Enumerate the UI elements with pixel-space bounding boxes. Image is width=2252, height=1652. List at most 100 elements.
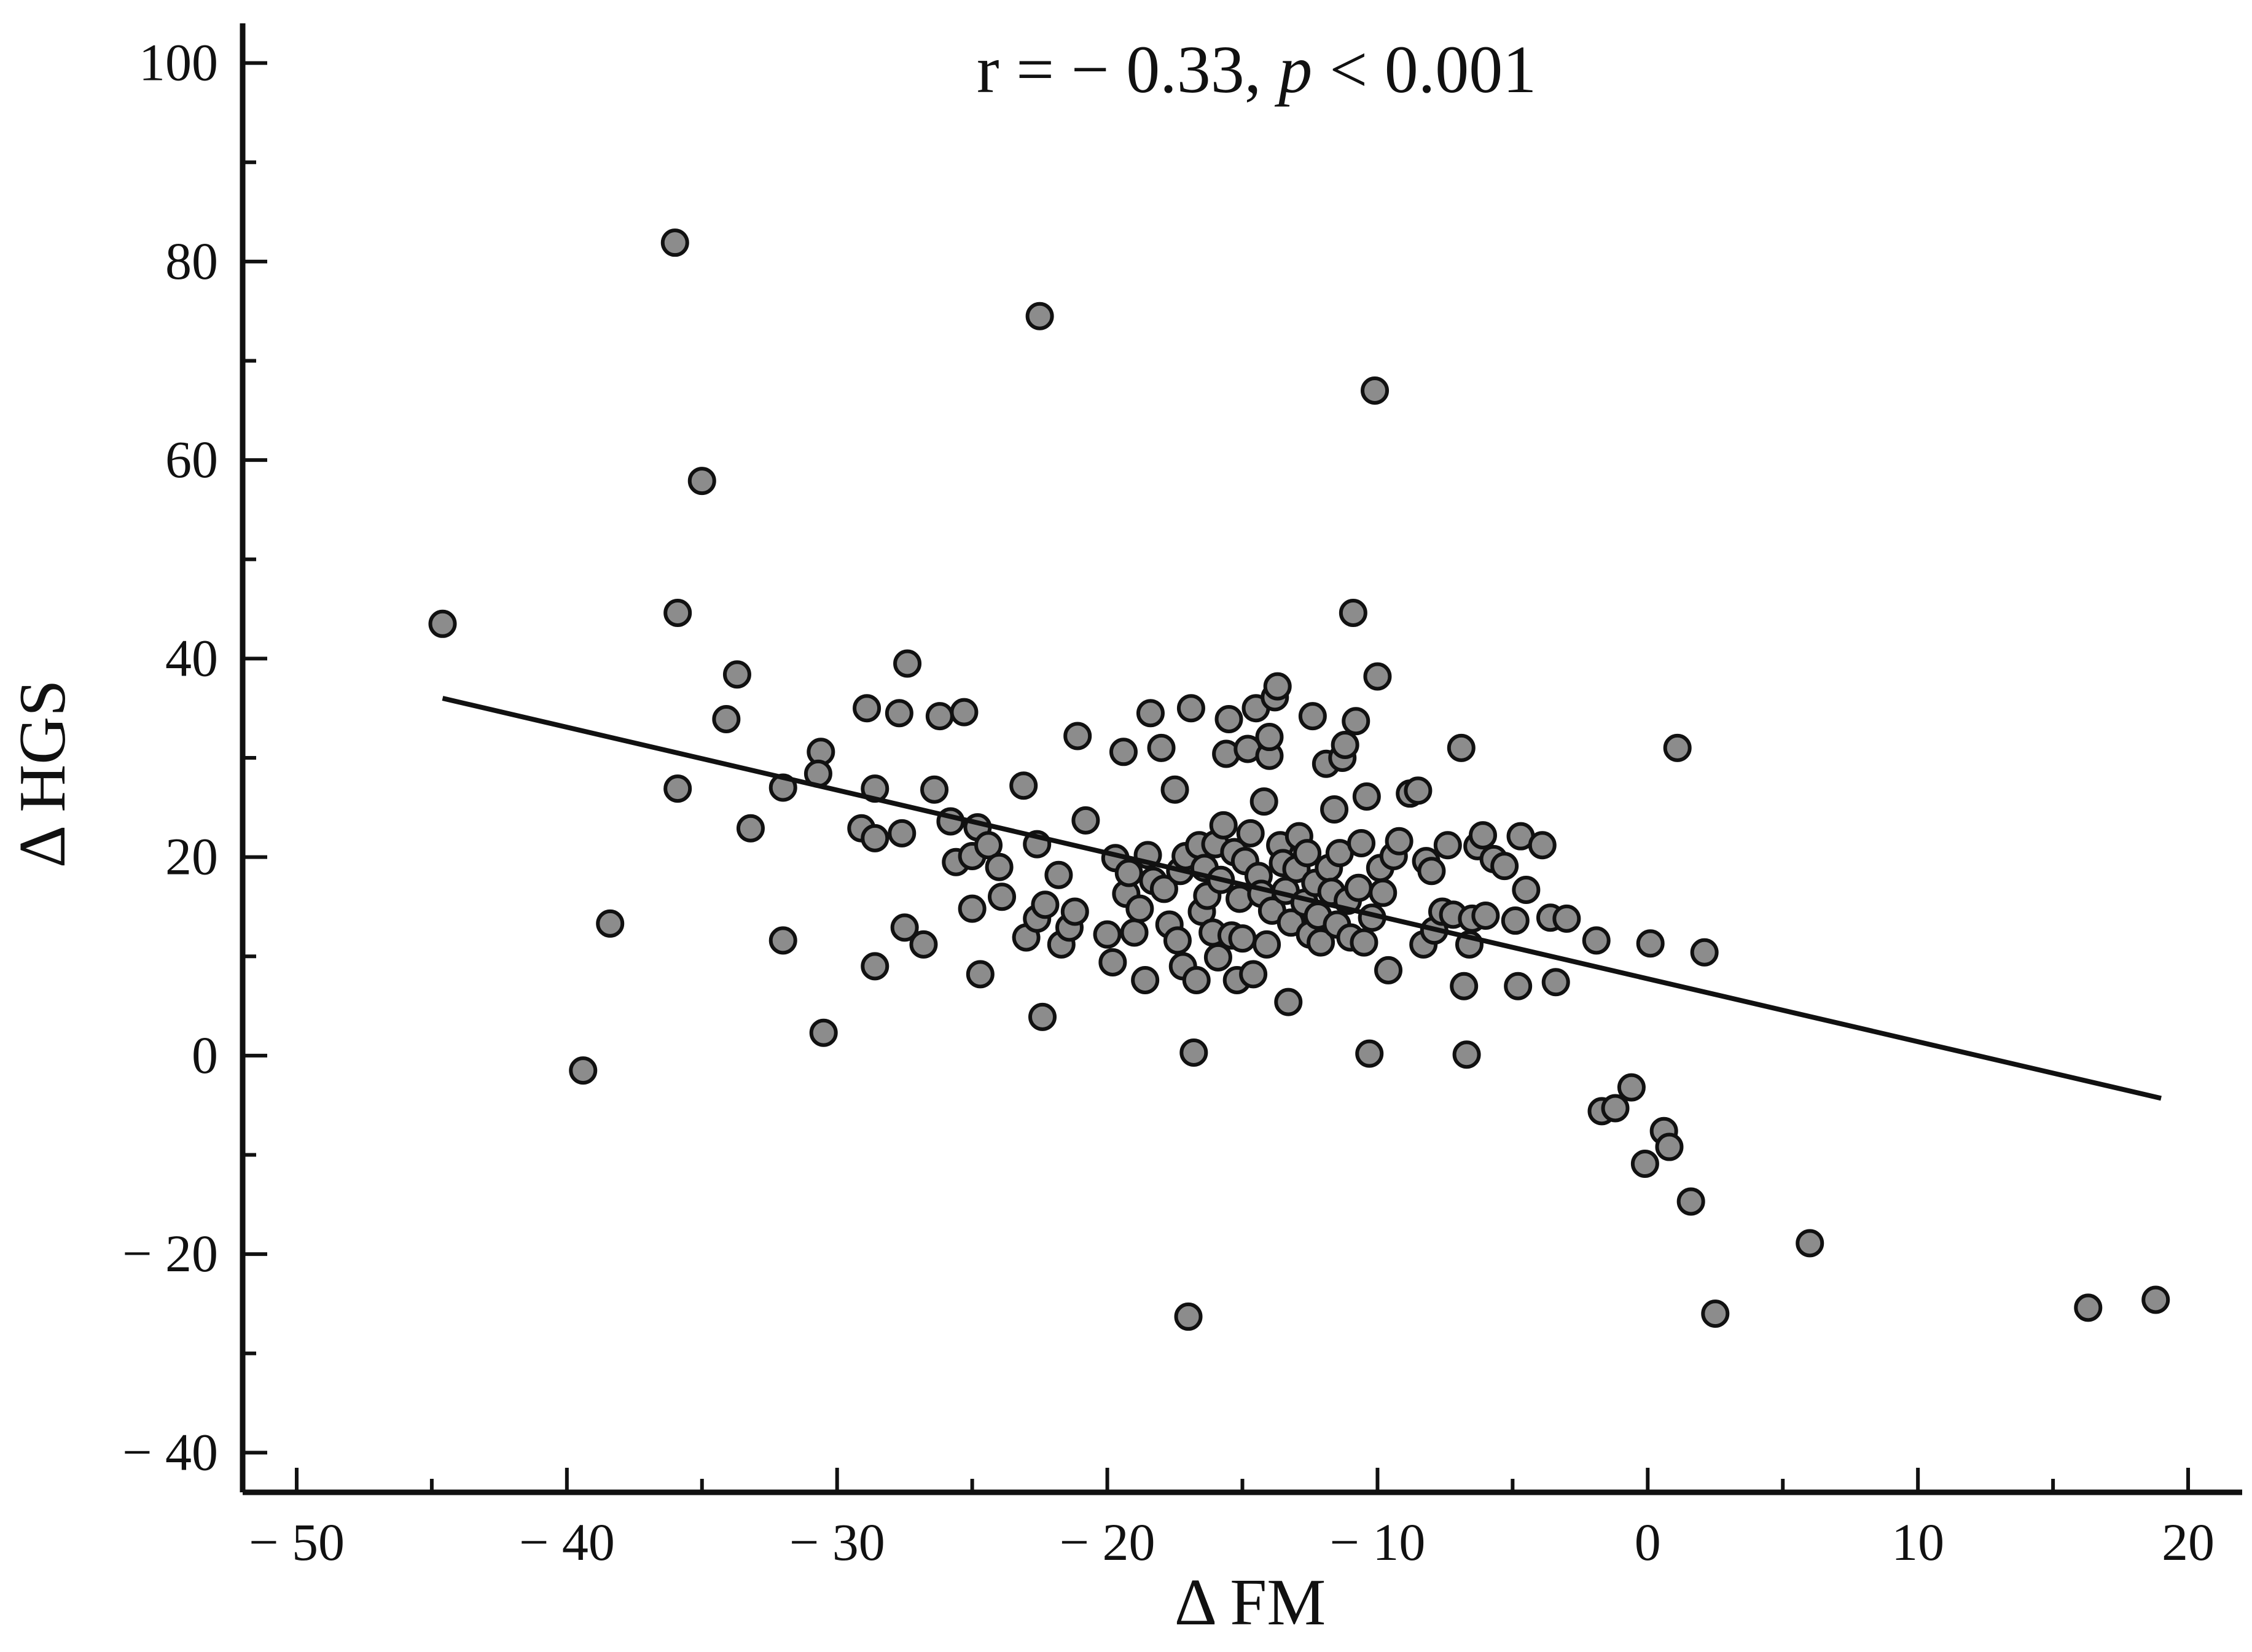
data-point <box>1450 972 1479 1000</box>
data-point <box>1147 733 1176 762</box>
data-point <box>1636 929 1665 958</box>
annotation-p-value: < 0.001 <box>1329 32 1536 107</box>
data-point <box>1701 1299 1730 1328</box>
data-point <box>1528 831 1557 860</box>
data-point <box>1355 1039 1384 1068</box>
data-point <box>428 609 457 638</box>
data-point <box>1160 775 1189 804</box>
data-point <box>920 775 949 804</box>
data-point <box>1182 966 1211 995</box>
data-point <box>687 467 716 496</box>
data-point <box>722 660 751 689</box>
data-point <box>925 702 954 731</box>
data-point <box>1031 890 1060 919</box>
data-point <box>1255 723 1284 752</box>
y-tick-label: 40 <box>165 628 218 687</box>
data-point <box>1541 968 1570 997</box>
y-tick-label: 0 <box>192 1026 218 1085</box>
data-point <box>1060 897 1089 926</box>
annotation-p-symbol: p <box>1274 32 1312 107</box>
data-point <box>1098 948 1127 976</box>
data-point <box>966 960 995 989</box>
data-point <box>1125 894 1154 923</box>
data-point <box>1214 704 1243 733</box>
data-point <box>1071 806 1100 835</box>
data-point <box>2141 1285 2170 1314</box>
data-point <box>1044 860 1073 889</box>
data-point <box>2074 1293 2103 1322</box>
plot-area <box>428 228 2170 1331</box>
y-tick-label: 100 <box>139 33 218 92</box>
data-point <box>988 882 1017 911</box>
x-tick-label: 10 <box>1891 1513 1944 1572</box>
regression-line <box>442 696 2162 1101</box>
data-point <box>1274 988 1303 1016</box>
data-point <box>1307 928 1335 957</box>
y-axis-title: Δ HGS <box>6 680 79 868</box>
data-point <box>1350 928 1378 957</box>
data-point <box>596 909 625 938</box>
data-point <box>1136 699 1165 728</box>
data-point <box>890 913 919 942</box>
data-point <box>1320 795 1349 824</box>
data-point <box>1361 376 1390 405</box>
data-point <box>1471 901 1500 930</box>
data-point <box>1796 1229 1824 1258</box>
annotation-r: r = − 0.33, <box>977 32 1261 107</box>
data-point <box>1009 771 1038 800</box>
y-tick-label: 60 <box>165 430 218 489</box>
x-tick-label: − 10 <box>1329 1513 1425 1572</box>
data-point <box>1582 926 1611 955</box>
data-point <box>569 1056 598 1085</box>
y-tick-label: − 40 <box>122 1422 218 1481</box>
x-tick-label: 20 <box>2162 1513 2215 1572</box>
data-point <box>1176 694 1205 723</box>
data-point <box>985 852 1014 881</box>
data-point <box>1028 1002 1057 1031</box>
data-point <box>1504 972 1533 1000</box>
data-point <box>1331 730 1359 759</box>
data-point <box>888 819 917 847</box>
data-point <box>1109 738 1138 766</box>
data-point <box>1093 920 1122 949</box>
data-point <box>1339 599 1367 628</box>
data-point <box>1063 722 1092 750</box>
data-point <box>1552 904 1581 933</box>
data-point <box>1363 662 1392 691</box>
x-tick-label: − 20 <box>1060 1513 1155 1572</box>
data-point <box>1617 1073 1646 1102</box>
data-point <box>1239 960 1268 989</box>
data-point <box>663 774 692 803</box>
data-point <box>1512 875 1541 904</box>
data-point <box>1385 827 1413 855</box>
data-point <box>1263 672 1292 701</box>
annotation-text: r = − 0.33, p < 0.001 <box>977 32 1536 107</box>
data-point <box>1690 938 1719 967</box>
data-point <box>1663 733 1692 762</box>
data-point <box>1120 918 1149 947</box>
data-point <box>1447 733 1476 762</box>
data-point <box>1501 906 1530 935</box>
data-point <box>660 228 689 257</box>
data-point <box>1344 873 1373 902</box>
data-point <box>861 824 889 852</box>
data-point <box>1417 857 1446 886</box>
data-point <box>736 814 765 843</box>
data-point <box>893 649 922 678</box>
data-point <box>958 894 987 923</box>
annotation: r = − 0.33, p < 0.001 <box>977 32 1536 107</box>
data-point <box>1293 839 1322 868</box>
data-point <box>950 698 979 727</box>
data-point <box>1163 926 1192 955</box>
y-tick-label: 80 <box>165 232 218 290</box>
data-point <box>1374 956 1403 984</box>
data-point <box>1342 707 1370 736</box>
data-point <box>1347 828 1376 857</box>
data-point <box>1149 875 1178 903</box>
data-point <box>1228 924 1257 953</box>
data-point <box>1298 702 1327 731</box>
data-point <box>1114 859 1143 887</box>
data-point <box>1490 852 1519 881</box>
data-point <box>1676 1187 1705 1216</box>
